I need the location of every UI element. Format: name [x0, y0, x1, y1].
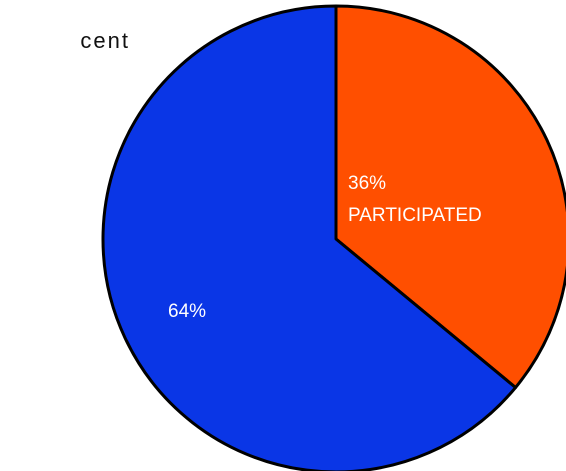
slice-value-label: 36% [348, 173, 386, 194]
pie-slice-participated [334, 4, 566, 390]
slice-category-label: PARTICIPATED [348, 205, 482, 226]
slice-value-label: 64% [168, 301, 206, 322]
chart-title: cent [80, 28, 130, 53]
pie-slice-other [101, 4, 518, 471]
